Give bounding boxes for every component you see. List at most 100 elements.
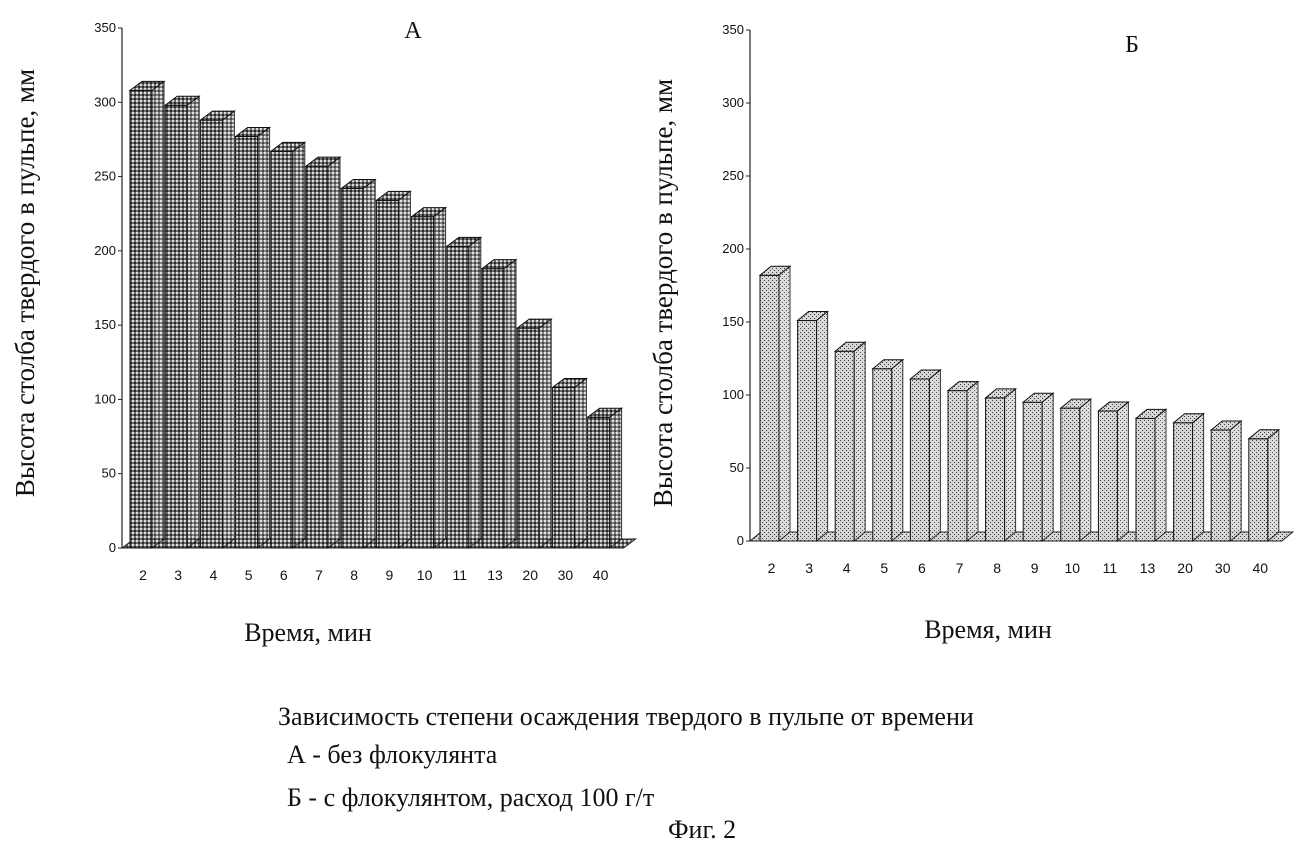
bar [798,312,828,541]
bar-side [1268,430,1279,541]
y-tick-label: 300 [722,95,744,110]
bar-side [398,191,410,548]
y-tick-label: 250 [94,169,116,184]
bar [130,81,164,548]
bar [306,157,340,548]
bar [1211,421,1241,541]
bar-front [482,269,504,548]
bar-front [910,379,929,541]
x-tick-label: 8 [350,567,358,583]
bar-side [610,408,622,548]
bar-side [1005,389,1016,541]
bar [1174,414,1204,541]
y-tick-label: 200 [722,241,744,256]
bar-front [760,275,779,541]
figure-canvas: 0501001502002503003502345678910111320304… [0,0,1296,680]
panel-label: А [404,18,422,44]
bar-side [1193,414,1204,541]
x-tick-label: 40 [593,567,609,583]
x-tick-label: 40 [1253,560,1269,576]
bar-front [835,351,854,541]
bar-side [1117,402,1128,541]
x-tick-label: 2 [139,567,147,583]
bar [986,389,1016,541]
x-tick-label: 9 [386,567,394,583]
bar-front [1023,402,1042,541]
bar-front [588,417,610,548]
bar-front [1098,411,1117,541]
bar [1023,393,1053,541]
bar-side [434,208,446,548]
bar [835,342,865,541]
x-tick-label: 4 [210,567,218,583]
bar-side [1155,409,1166,541]
bar-side [504,260,516,548]
bar-side [293,142,305,548]
x-tick-label: 3 [805,560,813,576]
bar-side [574,379,586,548]
x-tick-label: 10 [1065,560,1081,576]
y-tick-label: 100 [94,391,116,406]
x-tick-label: 7 [956,560,964,576]
bar-front [1061,408,1080,541]
bar [552,379,586,548]
figure-caption-legend-a: А - без флокулянта [287,742,497,768]
chart-panel-a: 0501001502002503003502345678910111320304… [10,18,636,647]
x-tick-label: 10 [417,567,433,583]
x-tick-label: 13 [487,567,503,583]
bar [948,382,978,541]
bar [236,127,270,548]
bar [1061,399,1091,541]
bar [873,360,903,541]
bar-side [328,157,340,548]
bar-side [929,370,940,541]
bar [910,370,940,541]
x-tick-label: 6 [918,560,926,576]
bar-side [892,360,903,541]
y-tick-label: 0 [109,540,116,555]
panel-label: Б [1125,32,1139,58]
bar [341,179,375,548]
chart-panel-b: 0501001502002503003502345678910111320304… [648,22,1293,644]
x-tick-label: 11 [1103,560,1118,576]
bar-front [200,120,222,548]
bar [517,319,551,548]
x-tick-label: 8 [993,560,1001,576]
bar-side [854,342,865,541]
x-tick-label: 20 [522,567,538,583]
bar-front [341,188,363,548]
bar [1098,402,1128,541]
bar [482,260,516,548]
y-tick-label: 200 [94,243,116,258]
bar-side [1042,393,1053,541]
bar-front [306,166,328,548]
bar-front [236,136,258,548]
y-tick-label: 100 [722,387,744,402]
bar-front [552,388,574,548]
figure-caption-title: Зависимость степени осаждения твердого в… [278,704,974,730]
bar-front [986,398,1005,541]
y-tick-label: 150 [94,317,116,332]
bar-side [363,179,375,548]
bar-front [517,328,539,548]
bar-front [376,200,398,548]
y-tick-label: 350 [722,22,744,37]
bar [1136,409,1166,541]
bar [200,111,234,548]
figure-number: Фиг. 2 [668,817,736,843]
y-axis-title: Высота столба твердого в пульпе, мм [648,79,678,507]
bar-side [469,237,481,548]
bar [760,266,790,541]
bar-side [967,382,978,541]
bar-front [948,391,967,541]
bar-front [1174,423,1193,541]
y-tick-label: 150 [722,314,744,329]
x-axis-title: Время, мин [924,615,1052,644]
x-axis-title: Время, мин [244,618,372,647]
bar [165,96,199,548]
bar-side [1230,421,1241,541]
y-tick-label: 250 [722,168,744,183]
bar-side [779,266,790,541]
bar [412,208,446,548]
x-tick-label: 9 [1031,560,1039,576]
